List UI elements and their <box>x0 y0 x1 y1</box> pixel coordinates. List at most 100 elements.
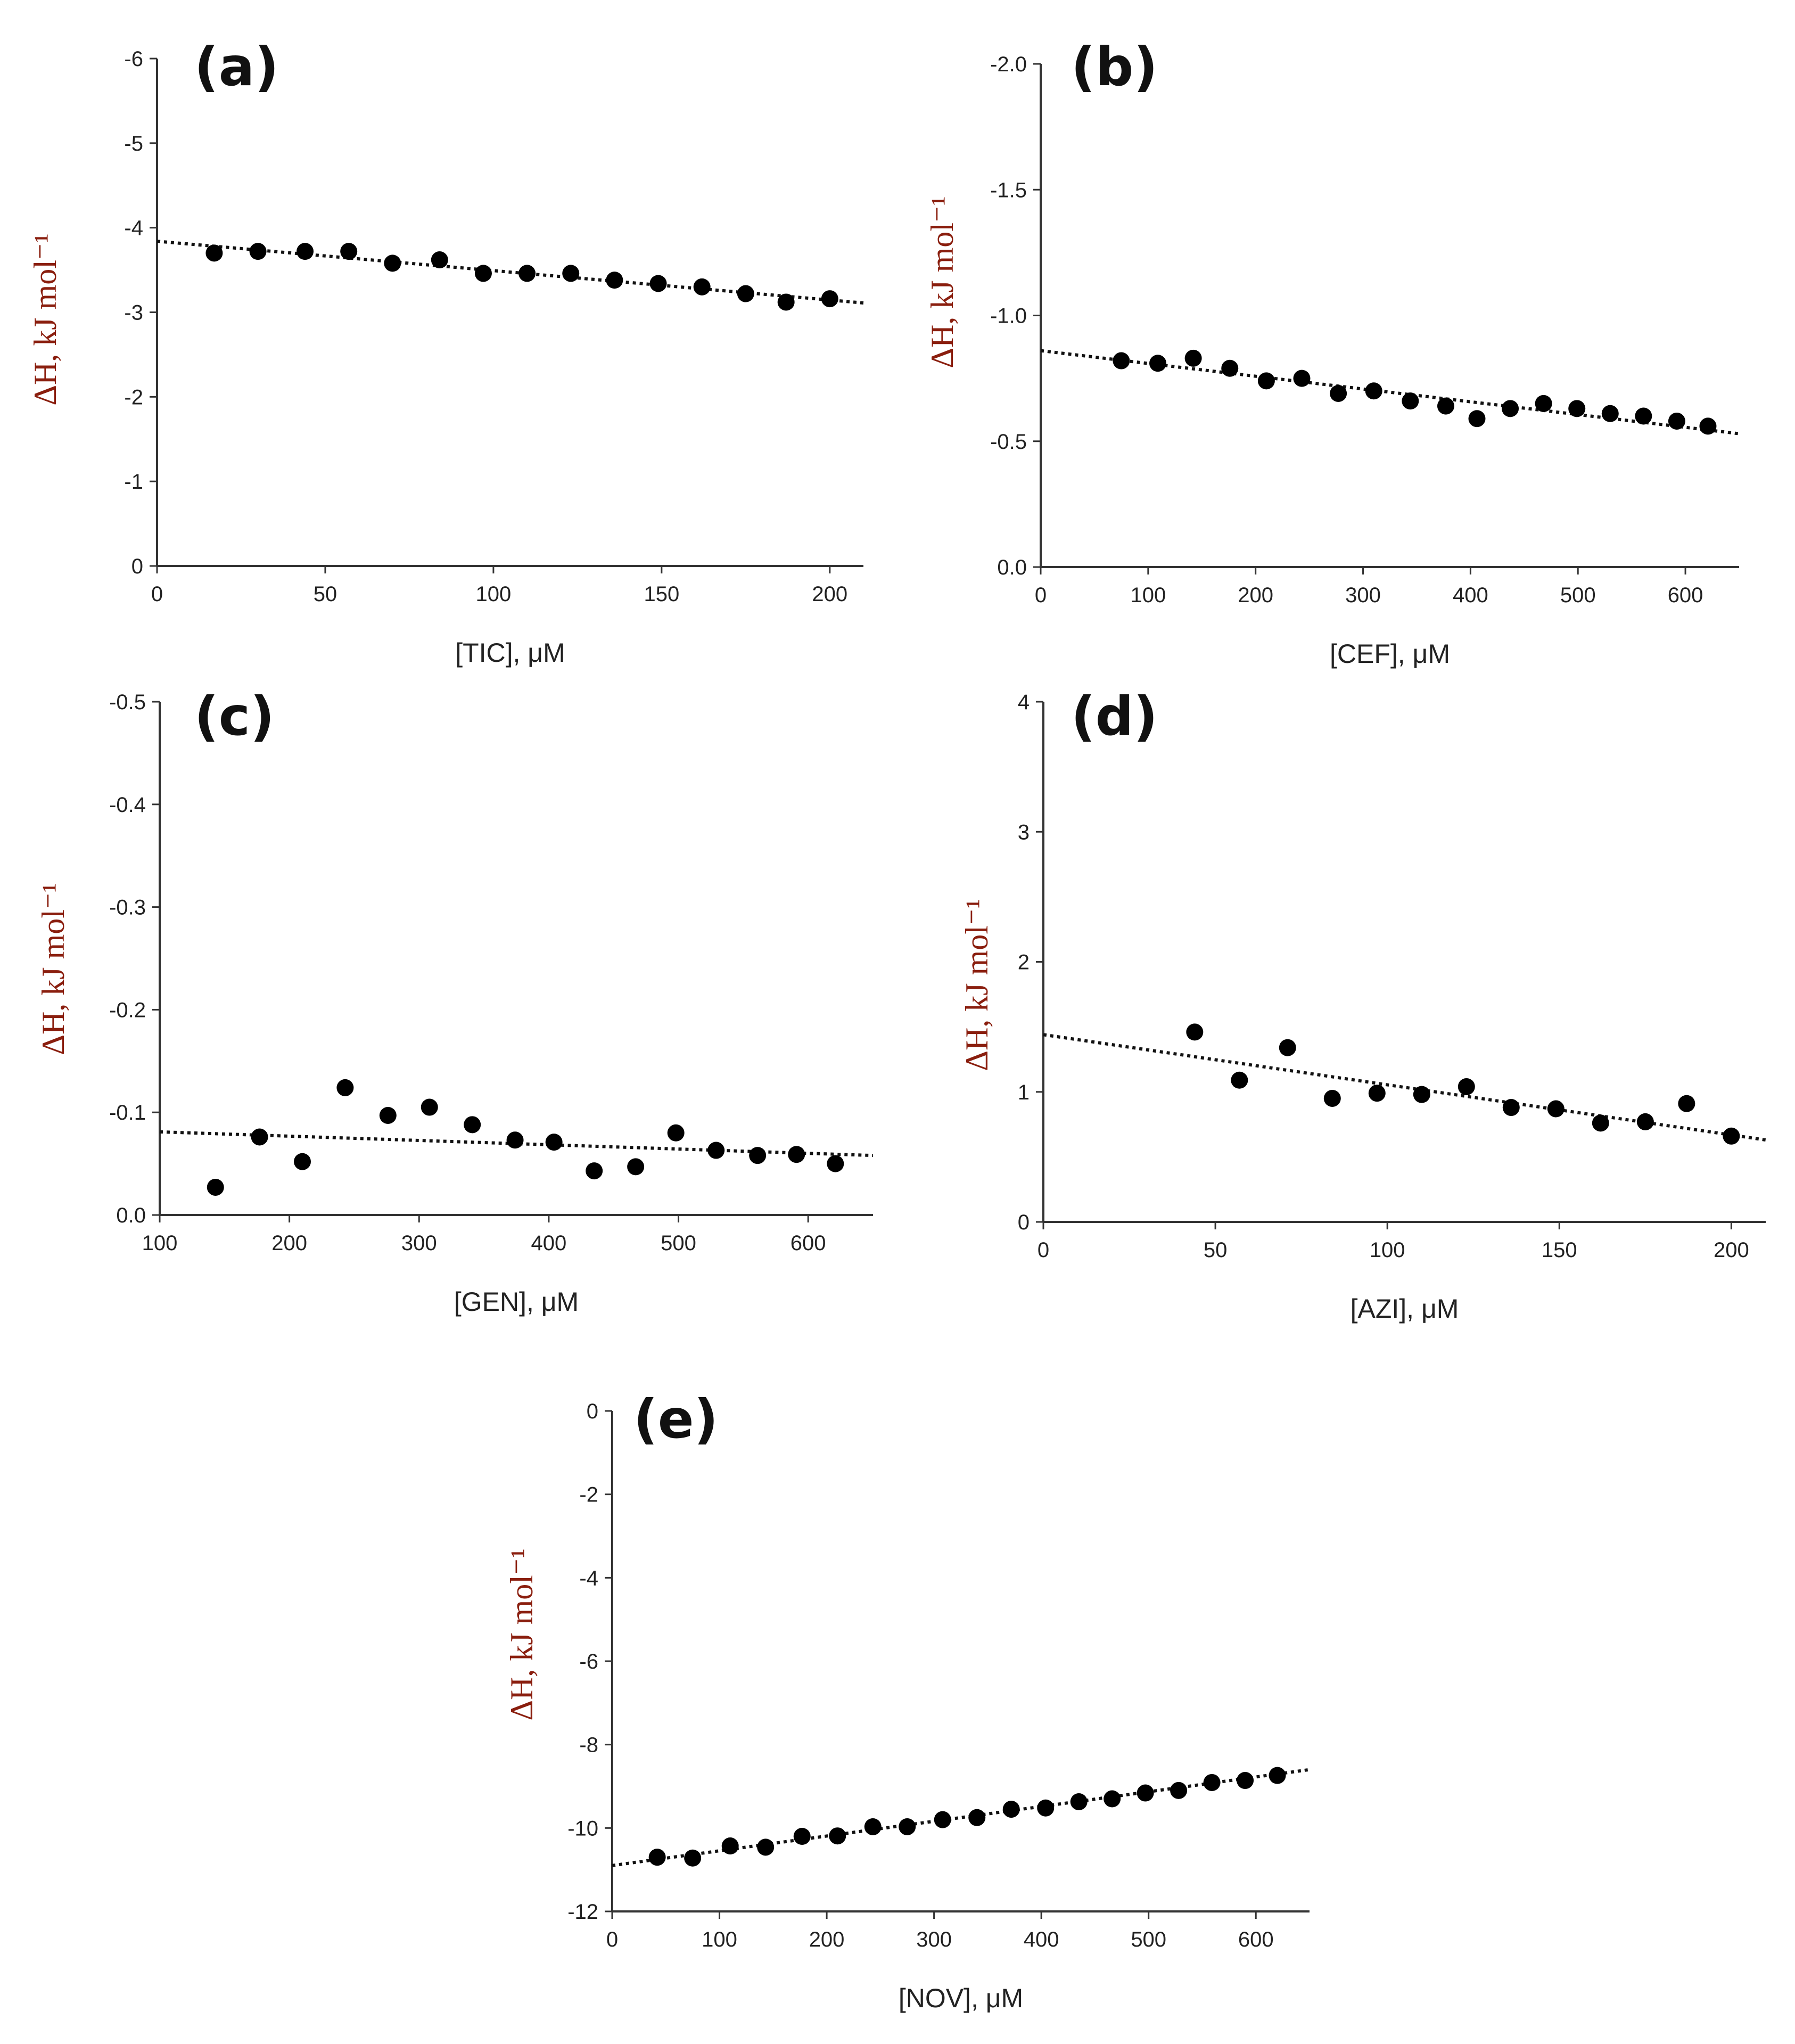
data-point <box>1368 1085 1386 1102</box>
data-point <box>464 1116 481 1134</box>
x-tick-label: 100 <box>1130 584 1166 607</box>
y-tick-label: -2 <box>579 1483 598 1507</box>
data-point <box>627 1158 645 1176</box>
x-axis-label: [AZI], μM <box>1351 1294 1459 1324</box>
x-tick-label: 100 <box>476 582 512 606</box>
data-point <box>1231 1071 1248 1089</box>
x-tick-label: 50 <box>1204 1238 1228 1262</box>
data-point <box>1678 1095 1695 1112</box>
x-tick-label: 0 <box>606 1928 618 1951</box>
x-tick-label: 600 <box>1238 1928 1274 1951</box>
y-tick-label: 0.0 <box>116 1204 146 1227</box>
y-tick-label: -10 <box>567 1817 598 1840</box>
trendline <box>1043 1033 1766 1142</box>
y-tick-label: -2 <box>124 385 143 409</box>
x-tick-label: 500 <box>1131 1928 1166 1951</box>
x-tick-label: 50 <box>314 582 337 606</box>
x-tick-label: 400 <box>531 1232 567 1255</box>
panel-label: (b) <box>1071 36 1158 98</box>
data-point <box>829 1827 846 1845</box>
data-point <box>474 265 492 282</box>
x-axis-label: [CEF], μM <box>1330 639 1450 669</box>
x-tick-label: 400 <box>1453 584 1488 607</box>
data-point <box>205 244 223 262</box>
chart-panel-b: 0.0 -0.5 -1.0 -1.5 -2.0 0 100 200 300 400 500 600 [C… <box>925 36 1740 669</box>
y-tick-label: -4 <box>579 1566 598 1590</box>
data-point <box>1269 1767 1286 1784</box>
data-point <box>1330 384 1347 402</box>
x-tick-label: 500 <box>661 1232 696 1255</box>
y-axis-label: ΔH, kJ mol⁻¹ <box>36 883 71 1055</box>
y-tick-label: 1 <box>1018 1081 1030 1104</box>
y-tick-label: 0 <box>587 1400 598 1423</box>
y-tick-label: -12 <box>567 1900 598 1924</box>
data-point <box>737 285 754 302</box>
data-point <box>1547 1100 1565 1118</box>
y-tick-label: -1.0 <box>990 305 1027 328</box>
data-point <box>1502 1099 1520 1117</box>
x-tick-label: 100 <box>142 1232 178 1255</box>
data-point <box>899 1818 916 1835</box>
data-point <box>1293 370 1311 387</box>
data-point <box>1668 412 1685 430</box>
x-tick-label: 300 <box>916 1928 952 1951</box>
x-tick-label: 500 <box>1560 584 1596 607</box>
y-axis-label: ΔH, kJ mol⁻¹ <box>28 233 63 405</box>
x-tick-label: 150 <box>644 582 679 606</box>
data-point <box>379 1106 397 1124</box>
data-point <box>1221 359 1239 377</box>
data-point <box>562 265 580 282</box>
x-axis-label: [TIC], μM <box>455 638 565 668</box>
data-point <box>1365 382 1382 400</box>
data-point <box>1535 395 1552 412</box>
data-point <box>1413 1086 1430 1103</box>
data-point <box>788 1146 805 1163</box>
data-point <box>1635 407 1652 425</box>
y-tick-label: -1.5 <box>990 178 1027 202</box>
panel-label: (a) <box>194 36 279 98</box>
x-tick-label: 300 <box>1345 584 1381 607</box>
y-tick-label: -6 <box>579 1650 598 1673</box>
x-tick-label: 100 <box>702 1928 737 1951</box>
data-point <box>251 1128 268 1146</box>
data-point <box>707 1142 725 1159</box>
panel-label: (d) <box>1071 685 1158 748</box>
data-point <box>606 272 623 289</box>
x-axis-label: [GEN], μM <box>454 1287 579 1317</box>
y-tick-label: -4 <box>124 217 143 240</box>
panel-label: (e) <box>633 1388 718 1450</box>
x-tick-label: 150 <box>1542 1238 1577 1262</box>
data-point <box>1723 1127 1740 1145</box>
trendline <box>159 1130 874 1158</box>
data-point <box>1184 349 1202 367</box>
y-tick-label: -0.3 <box>109 896 146 920</box>
data-point <box>934 1811 951 1828</box>
chart-panel-a: 0 -1 -2 -3 -4 -5 -6 0 50 100 150 200 [TIC], μM ΔH, kJ… <box>28 36 864 668</box>
data-point <box>667 1124 685 1142</box>
x-tick-label: 200 <box>809 1928 845 1951</box>
y-tick-label: -0.2 <box>109 998 146 1022</box>
data-point <box>793 1828 811 1845</box>
x-tick-label: 200 <box>1714 1238 1749 1262</box>
y-tick-label: -0.4 <box>109 793 146 817</box>
y-tick-label: 3 <box>1018 820 1030 844</box>
y-tick-label: -8 <box>579 1734 598 1757</box>
data-point <box>1149 355 1167 372</box>
data-point <box>1113 352 1130 370</box>
data-point <box>1170 1782 1188 1799</box>
data-point <box>336 1079 354 1096</box>
x-tick-label: 400 <box>1024 1928 1059 1951</box>
y-tick-label: -0.5 <box>109 691 146 714</box>
data-point <box>421 1098 438 1116</box>
data-point <box>1601 405 1619 422</box>
chart-panel-d: 0 1 2 3 4 0 50 100 150 200 [AZI], μM ΔH, kJ mol⁻¹ (d… <box>959 685 1766 1324</box>
y-tick-label: 0.0 <box>997 556 1027 579</box>
y-tick-label: -2.0 <box>990 53 1027 76</box>
y-tick-label: -6 <box>124 47 143 71</box>
y-axis-label: ΔH, kJ mol⁻¹ <box>504 1548 539 1720</box>
data-point <box>1257 372 1275 390</box>
data-point <box>1186 1023 1204 1041</box>
x-tick-label: 0 <box>151 582 163 606</box>
y-tick-label: -5 <box>124 132 143 155</box>
data-point <box>545 1134 563 1151</box>
